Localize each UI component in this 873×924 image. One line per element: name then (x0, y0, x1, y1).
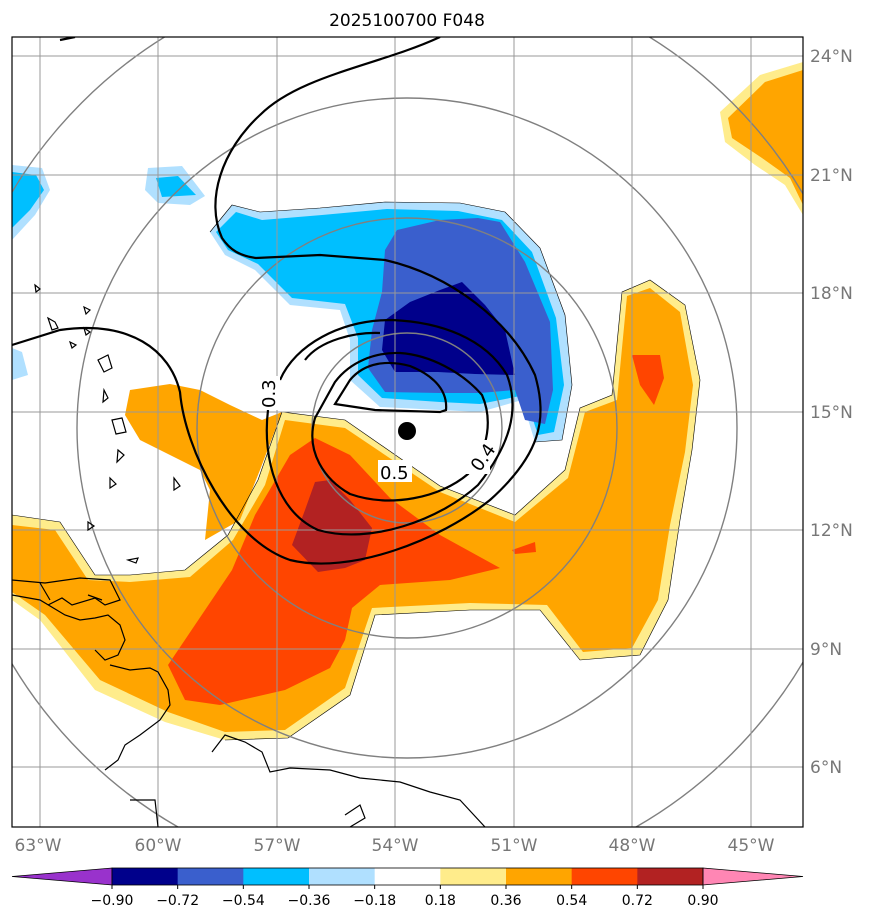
caribbean-islands (12, 577, 121, 606)
gridlines (12, 37, 803, 827)
figure-title: 2025100700 F048 (329, 11, 485, 31)
map-area: 0.3 0.5 0.4 (12, 37, 803, 827)
storm-center-marker (398, 422, 416, 440)
colorbar-swatch (506, 868, 573, 885)
colorbar-extend-high (702, 867, 804, 886)
lat-label: 6°N (810, 758, 842, 778)
colorbar: −0.90 −0.72 −0.54 −0.36 −0.18 0.18 0.36 0.54 0.7… (11, 867, 804, 909)
contour-label-0-5: 0.5 (380, 463, 409, 484)
south-america-coast (211, 734, 486, 827)
lon-label: 48°W (609, 836, 656, 856)
map-frame (11, 36, 804, 828)
colorbar-tick-label: 0.72 (622, 893, 653, 909)
colorbar-outline (111, 867, 704, 886)
lat-label: 15°N (810, 403, 853, 423)
contour-0-4 (265, 318, 514, 536)
contour-lines (12, 37, 542, 565)
colorbar-tick-label: 0.18 (425, 893, 456, 909)
northeast-orange-region (728, 70, 803, 205)
east-red-sliver (512, 542, 536, 554)
colorbar-tick-label: −0.72 (156, 893, 199, 909)
lon-label: 57°W (254, 836, 301, 856)
colorbar-swatch (571, 868, 638, 885)
colorbar-swatch (440, 868, 507, 885)
colorbar-tick-label: −0.90 (91, 893, 134, 909)
contour-label-0-3: 0.3 (259, 379, 280, 408)
shading-outlines (12, 201, 701, 741)
colorbar-tick-label: 0.54 (556, 893, 587, 909)
lon-label: 51°W (491, 836, 538, 856)
colorbar-swatch (177, 868, 244, 885)
contour-labels: 0.3 0.5 0.4 (258, 376, 500, 484)
colorbar-tick-label: 0.36 (490, 893, 521, 909)
colorbar-extend-low (11, 867, 113, 886)
lat-label: 21°N (810, 166, 853, 186)
longitude-labels: 63°W 60°W 57°W 54°W 51°W 48°W 45°W (15, 836, 775, 856)
lon-label: 60°W (135, 836, 182, 856)
dark-blue-region (382, 282, 515, 375)
colorbar-swatch (309, 868, 376, 885)
lon-label: 54°W (372, 836, 419, 856)
colorbar-swatch (243, 868, 310, 885)
latitude-labels: 24°N 21°N 18°N 15°N 12°N 9°N 6°N (810, 47, 853, 778)
dark-red-region (292, 480, 372, 572)
west-edge-sky (12, 172, 44, 228)
lat-label: 9°N (810, 640, 842, 660)
lat-label: 24°N (810, 47, 853, 67)
colorbar-swatch (637, 868, 704, 885)
small-sky-island (156, 176, 196, 197)
colorbar-swatch (112, 868, 179, 885)
colorbar-tick-label: −0.18 (353, 893, 396, 909)
colorbar-tick-label: −0.36 (288, 893, 331, 909)
trinidad-venezuela-coast (104, 664, 171, 771)
west-sliver-blue (12, 348, 28, 380)
colorbar-tick-label: 0.90 (687, 893, 718, 909)
range-rings (12, 37, 803, 827)
west-orange-blob (125, 384, 282, 540)
lat-label: 12°N (810, 521, 853, 541)
coastlines (12, 283, 486, 827)
colorbar-tick-label: −0.54 (222, 893, 265, 909)
lon-label: 63°W (15, 836, 62, 856)
east-red-spot (632, 355, 664, 405)
positive-anomaly-fields (12, 62, 803, 740)
contour-inner (333, 361, 448, 414)
colorbar-swatch (374, 868, 441, 885)
lat-label: 18°N (810, 284, 853, 304)
lon-label: 45°W (728, 836, 775, 856)
red-orange-region (168, 438, 500, 705)
